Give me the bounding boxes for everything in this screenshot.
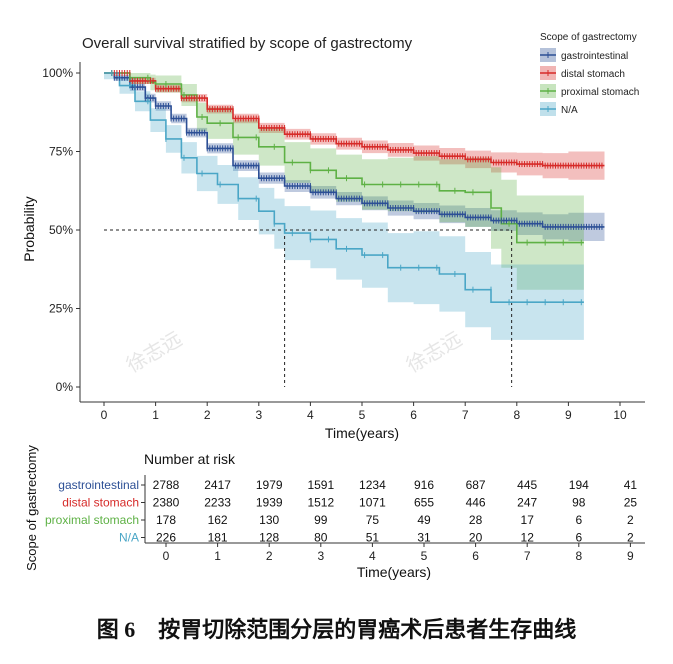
risk-cell: 178 (156, 513, 176, 527)
risk-cell: 25 (624, 496, 638, 510)
legend-label-distal-stomach: distal stomach (561, 69, 625, 80)
risk-cell: 6 (575, 531, 582, 545)
risk-cell: 28 (469, 513, 483, 527)
watermark-right: 徐志远 (403, 327, 466, 377)
risk-cell: 128 (259, 531, 279, 545)
risk-cell: 49 (417, 513, 431, 527)
y-tick-label: 100% (42, 66, 73, 80)
x-axis-title: Time(years) (325, 425, 399, 441)
risk-cell: 17 (521, 513, 535, 527)
legend-label-gastrointestinal: gastrointestinal (561, 51, 628, 62)
y-tick-label: 50% (49, 223, 73, 237)
risk-cell: 1939 (256, 496, 283, 510)
risk-x-tick-label: 6 (472, 549, 479, 563)
risk-cell: 2417 (204, 478, 231, 492)
risk-table-y-title: Scope of gastrectomy (24, 445, 39, 571)
x-tick-label: 8 (513, 408, 520, 422)
risk-cell: 51 (366, 531, 380, 545)
risk-cell: 445 (517, 478, 537, 492)
risk-cell: 12 (521, 531, 535, 545)
figure-caption: 图 6 按胃切除范围分层的胃癌术后患者生存曲线 (0, 612, 673, 644)
risk-row-label-gastrointestinal: gastrointestinal (58, 478, 139, 492)
risk-row-label-n-a: N/A (119, 531, 139, 545)
risk-x-tick-label: 9 (627, 549, 634, 563)
risk-cell: 194 (569, 478, 589, 492)
risk-cell: 181 (208, 531, 228, 545)
risk-x-tick-label: 4 (369, 549, 376, 563)
x-tick-label: 1 (152, 408, 159, 422)
y-tick-label: 75% (49, 145, 73, 159)
risk-cell: 99 (314, 513, 328, 527)
risk-x-tick-label: 2 (266, 549, 273, 563)
x-tick-label: 3 (255, 408, 262, 422)
risk-cell: 1512 (307, 496, 334, 510)
risk-cell: 2 (627, 513, 634, 527)
chart-title: Overall survival stratified by scope of … (82, 35, 413, 52)
y-axis-title: Probability (21, 196, 37, 261)
risk-cell: 1591 (307, 478, 334, 492)
legend-label-proximal-stomach: proximal stomach (561, 87, 639, 98)
risk-cell: 2380 (153, 496, 180, 510)
legend-label-n-a: N/A (561, 105, 578, 116)
km-figure: Overall survival stratified by scope of … (21, 32, 645, 580)
risk-x-tick-label: 7 (524, 549, 531, 563)
figure-caption-text: 按胃切除范围分层的胃癌术后患者生存曲线 (158, 618, 577, 643)
risk-cell: 1234 (359, 478, 386, 492)
watermark-left: 徐志远 (123, 327, 186, 377)
risk-cell: 20 (469, 531, 483, 545)
figure-number: 图 6 (96, 617, 136, 642)
risk-table-title: Number at risk (144, 451, 236, 467)
risk-row-label-distal-stomach: distal stomach (62, 496, 139, 510)
risk-cell: 2788 (153, 478, 180, 492)
risk-cell: 98 (572, 496, 586, 510)
ci-band-gastrointestinal (104, 73, 605, 243)
risk-cell: 6 (575, 513, 582, 527)
x-tick-label: 4 (307, 408, 314, 422)
ci-band-n-a (104, 73, 584, 340)
x-tick-label: 9 (565, 408, 572, 422)
x-tick-label: 5 (359, 408, 366, 422)
risk-cell: 130 (259, 513, 279, 527)
risk-cell: 2233 (204, 496, 231, 510)
risk-cell: 1979 (256, 478, 283, 492)
risk-cell: 75 (366, 513, 380, 527)
risk-cell: 162 (208, 513, 228, 527)
risk-cell: 31 (417, 531, 431, 545)
ci-band-distal-stomach (104, 73, 605, 182)
risk-cell: 916 (414, 478, 434, 492)
risk-cell: 655 (414, 496, 434, 510)
risk-cell: 687 (466, 478, 486, 492)
ci-band-proximal-stomach (104, 73, 584, 290)
risk-cell: 446 (466, 496, 486, 510)
legend: Scope of gastrectomy gastrointestinal dis… (540, 32, 639, 116)
risk-cell: 247 (517, 496, 537, 510)
risk-cell: 2 (627, 531, 634, 545)
median-survival-lines (104, 229, 513, 387)
risk-table-x-title: Time(years) (357, 564, 431, 580)
curve-proximal-stomach (104, 72, 584, 244)
x-tick-label: 10 (613, 408, 627, 422)
censor-marks (111, 70, 603, 306)
risk-x-tick-label: 1 (214, 549, 221, 563)
curve-n-a (104, 72, 584, 303)
main-axes: 0% 25% 50% 75% 100% 0 1 2 3 4 5 6 7 8 9 10 (42, 62, 645, 422)
risk-x-tick-label: 0 (163, 549, 170, 563)
risk-cell: 80 (314, 531, 328, 545)
x-tick-label: 0 (101, 408, 108, 422)
risk-cell: 41 (624, 478, 638, 492)
x-tick-label: 7 (462, 408, 469, 422)
x-tick-label: 2 (204, 408, 211, 422)
risk-x-tick-label: 3 (317, 549, 324, 563)
risk-cell: 226 (156, 531, 176, 545)
y-tick-label: 0% (56, 380, 74, 394)
y-tick-label: 25% (49, 302, 73, 316)
risk-x-tick-label: 5 (421, 549, 428, 563)
x-tick-label: 6 (410, 408, 417, 422)
confidence-bands (104, 73, 605, 340)
risk-row-label-proximal-stomach: proximal stomach (45, 513, 139, 527)
risk-x-tick-label: 8 (575, 549, 582, 563)
risk-table: gastrointestinal 2788 2417 1979 1591 1234 916 6… (45, 475, 645, 563)
risk-cell: 1071 (359, 496, 386, 510)
legend-title: Scope of gastrectomy (540, 32, 637, 43)
